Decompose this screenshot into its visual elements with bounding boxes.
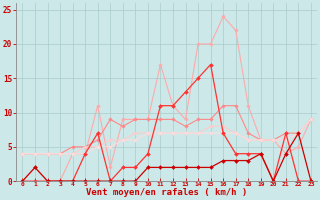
- X-axis label: Vent moyen/en rafales ( km/h ): Vent moyen/en rafales ( km/h ): [86, 188, 247, 197]
